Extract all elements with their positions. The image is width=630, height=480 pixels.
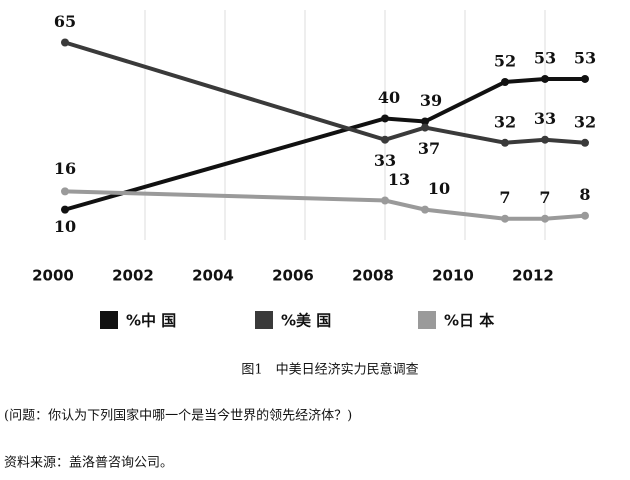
x-tick-label: 2006 [272,267,314,285]
legend-swatch [418,311,436,329]
data-label: 39 [420,91,442,110]
legend-swatch [100,311,118,329]
source-note: 资料来源：盖洛普咨询公司。 [4,456,173,471]
data-point [61,38,69,47]
x-tick-label: 2012 [512,267,554,285]
series-line [64,40,586,145]
data-point [581,74,589,83]
data-label: 10 [54,217,76,236]
x-tick-label: 2008 [352,267,394,285]
series-line [64,76,585,212]
data-label: 53 [534,48,556,67]
data-point [381,196,389,205]
data-point [501,138,509,147]
x-tick-label: 2010 [432,267,474,285]
series-line [64,189,586,221]
data-point [61,205,69,214]
data-label: 52 [494,52,516,71]
question-note: (问题：你认为下列国家中哪一个是当今世界的领先经济体？) [4,408,352,424]
data-label: 32 [574,112,596,131]
x-tick-label: 2000 [32,267,74,285]
data-label: 33 [374,151,396,170]
x-tick-label: 2004 [192,267,234,285]
legend-label: %日 本 [444,312,494,330]
data-label: 37 [418,139,440,158]
data-label: 53 [574,48,596,67]
data-label: 7 [499,188,510,207]
data-point [581,211,589,220]
data-point [541,214,549,223]
data-point [61,187,69,196]
data-point [501,214,509,223]
data-label: 40 [378,88,400,107]
data-point [421,117,429,126]
data-label: 65 [54,12,76,31]
data-label: 16 [54,159,76,178]
data-label: 13 [388,170,410,189]
x-tick-label: 2002 [112,267,154,285]
data-point [381,114,389,123]
data-label: 10 [428,179,450,198]
data-point [421,205,429,214]
data-label: 32 [494,112,516,131]
data-point [541,135,549,144]
data-point [581,138,589,147]
chart-caption: 图1 中美日经济实力民意调查 [241,362,418,378]
data-label: 8 [579,185,590,204]
data-point [541,74,549,83]
data-label: 7 [539,188,550,207]
legend-label: %美 国 [281,312,331,330]
data-label: 33 [534,109,556,128]
legend-label: %中 国 [126,312,176,330]
data-point [381,135,389,144]
data-point [421,123,429,132]
data-point [501,78,509,86]
legend-swatch [255,311,273,329]
